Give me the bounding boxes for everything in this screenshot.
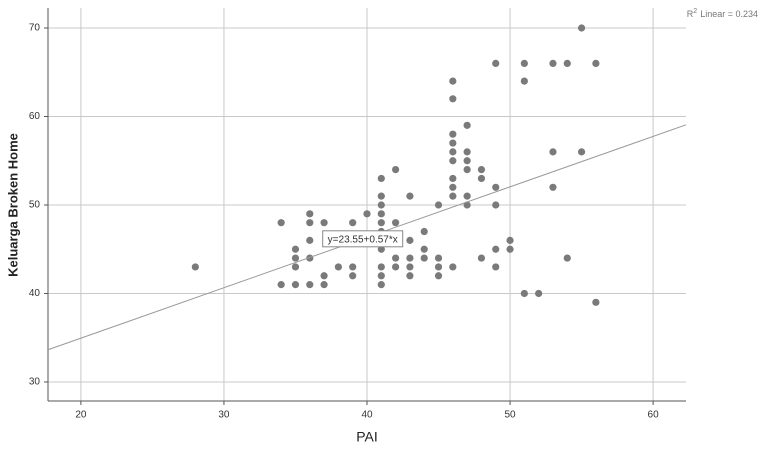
point [378, 193, 385, 200]
point [549, 184, 556, 191]
point [320, 272, 327, 279]
point [521, 60, 528, 67]
y-axis-title: Keluarga Broken Home [5, 133, 20, 277]
point [464, 122, 471, 129]
point [378, 272, 385, 279]
point [306, 210, 313, 217]
y-tick-label: 70 [29, 23, 41, 34]
y-tick-label: 40 [29, 288, 41, 299]
point [320, 219, 327, 226]
y-tick-label: 50 [29, 200, 41, 211]
point [392, 263, 399, 270]
point [406, 272, 413, 279]
point [335, 263, 342, 270]
point [521, 77, 528, 84]
point [478, 166, 485, 173]
point [378, 175, 385, 182]
point [192, 263, 199, 270]
point [464, 166, 471, 173]
point [549, 148, 556, 155]
chart: PAI Keluarga Broken Home R2Linear = 0.23… [0, 0, 764, 446]
point [449, 193, 456, 200]
point [363, 210, 370, 217]
point [378, 219, 385, 226]
point [506, 237, 513, 244]
point [406, 254, 413, 261]
point [278, 281, 285, 288]
x-tick-label: 40 [361, 410, 373, 421]
point [492, 184, 499, 191]
point [564, 60, 571, 67]
point [435, 201, 442, 208]
point [449, 263, 456, 270]
point [521, 290, 528, 297]
point [406, 237, 413, 244]
point [292, 246, 299, 253]
r2-text: Linear = 0.234 [700, 9, 758, 19]
point [378, 210, 385, 217]
r2-exponent: 2 [693, 8, 697, 15]
point [378, 263, 385, 270]
point [492, 263, 499, 270]
point [292, 263, 299, 270]
point [421, 228, 428, 235]
point [464, 157, 471, 164]
point [464, 148, 471, 155]
r2-label: R2Linear = 0.234 [687, 8, 758, 20]
x-tick-label: 20 [75, 410, 87, 421]
point [320, 281, 327, 288]
point [349, 263, 356, 270]
point [449, 175, 456, 182]
point [449, 184, 456, 191]
point [306, 219, 313, 226]
y-tick-label: 30 [29, 377, 41, 388]
point [435, 254, 442, 261]
x-tick-label: 60 [648, 410, 660, 421]
point [478, 254, 485, 261]
point [578, 24, 585, 31]
x-axis-title: PAI [356, 429, 378, 445]
point [492, 201, 499, 208]
x-tick-label: 30 [218, 410, 230, 421]
point [578, 148, 585, 155]
equation-label: y=23.55+0.57*x [328, 234, 398, 245]
point [392, 254, 399, 261]
point [421, 254, 428, 261]
point [349, 272, 356, 279]
point [392, 219, 399, 226]
point [592, 60, 599, 67]
point [592, 299, 599, 306]
point [378, 201, 385, 208]
point [449, 148, 456, 155]
point [392, 166, 399, 173]
point [564, 254, 571, 261]
point [449, 139, 456, 146]
point [306, 281, 313, 288]
point [292, 281, 299, 288]
point [449, 95, 456, 102]
point [435, 272, 442, 279]
point [535, 290, 542, 297]
point [349, 219, 356, 226]
point [506, 246, 513, 253]
point [421, 246, 428, 253]
point [492, 60, 499, 67]
point [449, 77, 456, 84]
point [378, 281, 385, 288]
point [292, 254, 299, 261]
x-tick-label: 50 [504, 410, 516, 421]
point [464, 193, 471, 200]
point [449, 157, 456, 164]
point [549, 60, 556, 67]
point [435, 263, 442, 270]
point [406, 263, 413, 270]
point [478, 175, 485, 182]
point [492, 246, 499, 253]
y-tick-label: 60 [29, 111, 41, 122]
point [449, 131, 456, 138]
point [278, 219, 285, 226]
point [406, 193, 413, 200]
point [306, 237, 313, 244]
